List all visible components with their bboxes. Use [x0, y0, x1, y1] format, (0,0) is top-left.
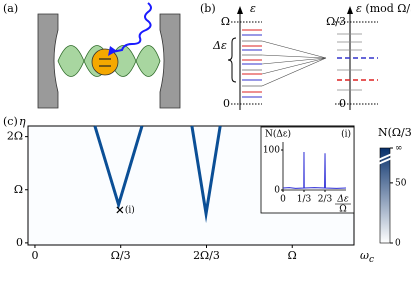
atom — [91, 48, 119, 76]
resonance-tongue — [190, 125, 222, 224]
x-tick-label: 0 — [31, 249, 38, 262]
y-tick-label: 100 — [263, 146, 280, 156]
inset-title: N(Δε) — [265, 129, 291, 140]
colorbar — [379, 147, 391, 244]
mapping — [261, 57, 327, 65]
panel-label: (a) — [3, 2, 18, 15]
photon — [111, 2, 152, 53]
marker — [116, 206, 124, 214]
panel-label: (b) — [200, 2, 216, 15]
x-tick-label: 0 — [280, 195, 286, 205]
x-tick-label: Ω — [288, 249, 297, 262]
x-label-den: Ω — [339, 205, 346, 215]
mirror — [37, 13, 59, 109]
inset: N(Δε) (i) 0 1/3 2/3 0 100 ΔεΩ — [260, 126, 355, 215]
colorbar-tick-label: 50 — [395, 178, 407, 188]
tick-label: 0 — [223, 97, 230, 110]
spectrum-line — [282, 151, 347, 189]
brace-label: Δε — [212, 39, 227, 52]
x-axis-label: ωc — [360, 249, 374, 265]
y-tick-label: 2Ω — [7, 130, 23, 143]
x-label-num: Δε — [336, 195, 348, 205]
axis-break — [377, 153, 393, 165]
y-tick-label: Ω — [14, 183, 23, 196]
axis-label: ε — [250, 2, 256, 15]
axis-label: ε (mod Ω/3) — [356, 2, 411, 15]
panel-a: (a) — [3, 2, 181, 109]
panel-b: (b) ε Ω 0 Δε ε (mod Ω/3) Ω/3 0 — [200, 2, 411, 110]
arrow-head — [108, 46, 117, 56]
resonance-tongue — [93, 125, 144, 210]
tick-label: Ω — [221, 15, 230, 28]
panel-c: (c) η ωc N(Ω/3) 0 Ω/3 2Ω/3 Ω 0 Ω 2Ω (i) 0 50 ∞ N(Δε… — [3, 115, 411, 265]
marker-label: (i) — [125, 204, 135, 215]
y-tick-label: 0 — [16, 236, 23, 249]
mirror — [159, 13, 181, 109]
inset-label: (i) — [341, 129, 351, 140]
mapping — [261, 54, 327, 59]
inset-frame — [260, 126, 355, 214]
colorbar-label: N(Ω/3) — [378, 126, 411, 139]
panel-label: (c) — [3, 115, 18, 128]
x-tick-label: 2/3 — [318, 195, 333, 205]
mapping — [261, 40, 327, 59]
brace — [227, 37, 237, 83]
x-tick-label: Ω/3 — [111, 249, 131, 262]
x-tick-label: 1/3 — [297, 195, 312, 205]
arrow-head — [347, 6, 353, 14]
colorbar-tick-label: 0 — [395, 239, 401, 249]
x-tick-label: 2Ω/3 — [193, 249, 220, 262]
y-tick-label: 0 — [274, 186, 280, 196]
colorbar-tick-label: ∞ — [395, 144, 403, 154]
mapping — [261, 57, 327, 75]
y-axis-label: η — [19, 115, 26, 128]
arrow-head — [237, 6, 243, 14]
mapping — [261, 57, 327, 87]
